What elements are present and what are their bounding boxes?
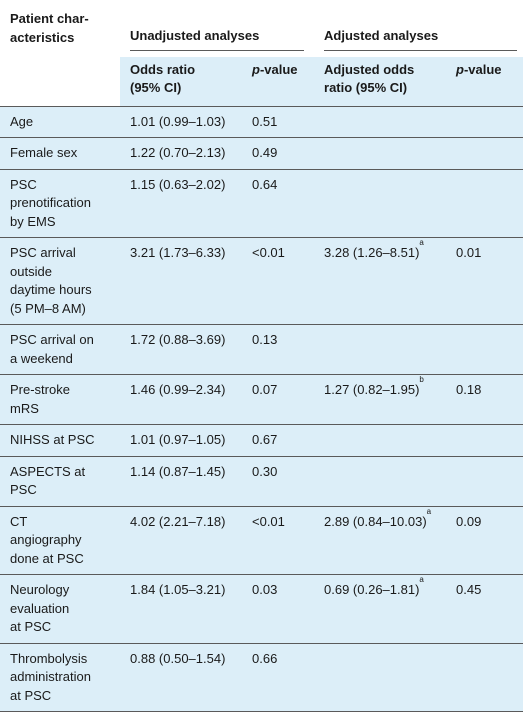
adjusted-odds-ratio-cell [314, 455, 447, 506]
odds-ratio-cell: 3.21 (1.73–6.33) [120, 237, 242, 325]
table-row: PSC arrival on a weekend 1.72 (0.88–3.69)… [0, 324, 523, 375]
row-label: Thrombolysis administration at PSC [0, 642, 120, 712]
adjusted-p-value-cell [446, 105, 523, 138]
adjusted-odds-ratio-cell: 2.89 (0.84–10.03)a [314, 505, 447, 575]
table-row: PSC prenotification by EMS 1.15 (0.63–2.0… [0, 168, 523, 238]
row-label: NIHSS at PSC [0, 424, 120, 456]
p-value-cell: 0.03 [242, 574, 315, 643]
odds-ratio-cell: 1.22 (0.70–2.13) [120, 137, 242, 169]
adjusted-p-value-header: p-value [446, 56, 523, 106]
row-label: PSC prenotification by EMS [0, 168, 120, 238]
adjusted-p-value-cell: 0.18 [446, 374, 523, 425]
table-row: ASPECTS at PSC 1.14 (0.87–1.45) 0.30 [0, 455, 523, 506]
odds-ratio-cell: 1.72 (0.88–3.69) [120, 324, 242, 375]
odds-ratio-cell: 1.01 (0.97–1.05) [120, 424, 242, 456]
row-label: PSC arrival outside daytime hours (5 PM–… [0, 237, 120, 325]
adjusted-odds-ratio-cell [314, 137, 447, 169]
footnote-marker: b [419, 375, 424, 384]
table-row: Female sex 1.22 (0.70–2.13) 0.49 [0, 137, 523, 169]
table-body: Age 1.01 (0.99–1.03) 0.51 Female sex 1.22 (0… [0, 105, 523, 712]
table-row: PSC arrival outside daytime hours (5 PM–… [0, 237, 523, 325]
p-value-cell: 0.13 [242, 324, 315, 375]
table-row: Neurology evaluation at PSC 1.84 (1.05–3.… [0, 574, 523, 643]
odds-ratio-cell: 1.46 (0.99–2.34) [120, 374, 242, 425]
table-row: CT angiography done at PSC 4.02 (2.21–7.1… [0, 505, 523, 575]
adjusted-odds-ratio-cell [314, 168, 447, 238]
p-value-cell: 0.07 [242, 374, 315, 425]
footnote-marker: a [419, 575, 424, 584]
adjusted-p-value-cell [446, 455, 523, 506]
adjusted-p-value-cell: 0.01 [446, 237, 523, 325]
row-label-header: Patient char- acteristics [0, 0, 120, 106]
row-label: Neurology evaluation at PSC [0, 574, 120, 643]
p-value-cell: <0.01 [242, 505, 315, 575]
adjusted-p-value-cell [446, 324, 523, 375]
odds-ratio-cell: 1.01 (0.99–1.03) [120, 105, 242, 138]
row-label: Pre-stroke mRS [0, 374, 120, 425]
odds-ratio-cell: 1.14 (0.87–1.45) [120, 455, 242, 506]
adjusted-odds-ratio-cell [314, 424, 447, 456]
adjusted-odds-ratio-cell: 0.69 (0.26–1.81)a [314, 574, 447, 643]
adjusted-odds-ratio-cell [314, 105, 447, 138]
p-value-cell: 0.66 [242, 642, 315, 712]
table-row: NIHSS at PSC 1.01 (0.97–1.05) 0.67 [0, 424, 523, 456]
table-row: Age 1.01 (0.99–1.03) 0.51 [0, 105, 523, 138]
adjusted-odds-ratio-cell [314, 642, 447, 712]
row-label: Age [0, 105, 120, 138]
adjusted-p-value-cell: 0.45 [446, 574, 523, 643]
adjusted-p-value-cell [446, 642, 523, 712]
p-value-cell: 0.51 [242, 105, 315, 138]
row-label: ASPECTS at PSC [0, 455, 120, 506]
row-label: CT angiography done at PSC [0, 505, 120, 575]
odds-ratio-cell: 1.15 (0.63–2.02) [120, 168, 242, 238]
unadjusted-group-header: Unadjusted analyses [120, 0, 315, 57]
adjusted-group-header: Adjusted analyses [314, 0, 523, 57]
adjusted-p-value-cell: 0.09 [446, 505, 523, 575]
adjusted-odds-ratio-cell: 1.27 (0.82–1.95)b [314, 374, 447, 425]
adjusted-p-value-cell [446, 424, 523, 456]
adjusted-odds-ratio-cell [314, 324, 447, 375]
table-row: Thrombolysis administration at PSC 0.88 (… [0, 642, 523, 712]
odds-ratio-header: Odds ratio (95% CI) [120, 56, 242, 106]
p-value-cell: 0.30 [242, 455, 315, 506]
p-value-cell: 0.49 [242, 137, 315, 169]
table-row: Pre-stroke mRS 1.46 (0.99–2.34) 0.07 1.27 (… [0, 374, 523, 425]
adjusted-odds-ratio-header: Adjusted odds ratio (95% CI) [314, 56, 447, 106]
p-value-cell: 0.67 [242, 424, 315, 456]
adjusted-p-value-cell [446, 137, 523, 169]
p-value-cell: <0.01 [242, 237, 315, 325]
adjusted-p-value-cell [446, 168, 523, 238]
p-value-cell: 0.64 [242, 168, 315, 238]
p-value-header: p-value [242, 56, 315, 106]
odds-ratio-cell: 1.84 (1.05–3.21) [120, 574, 242, 643]
odds-ratio-cell: 4.02 (2.21–7.18) [120, 505, 242, 575]
adjusted-odds-ratio-cell: 3.28 (1.26–8.51)a [314, 237, 447, 325]
footnote-marker: a [426, 506, 432, 516]
row-label: Female sex [0, 137, 120, 169]
row-label: PSC arrival on a weekend [0, 324, 120, 375]
footnote-marker: a [419, 238, 424, 247]
odds-ratio-cell: 0.88 (0.50–1.54) [120, 642, 242, 712]
